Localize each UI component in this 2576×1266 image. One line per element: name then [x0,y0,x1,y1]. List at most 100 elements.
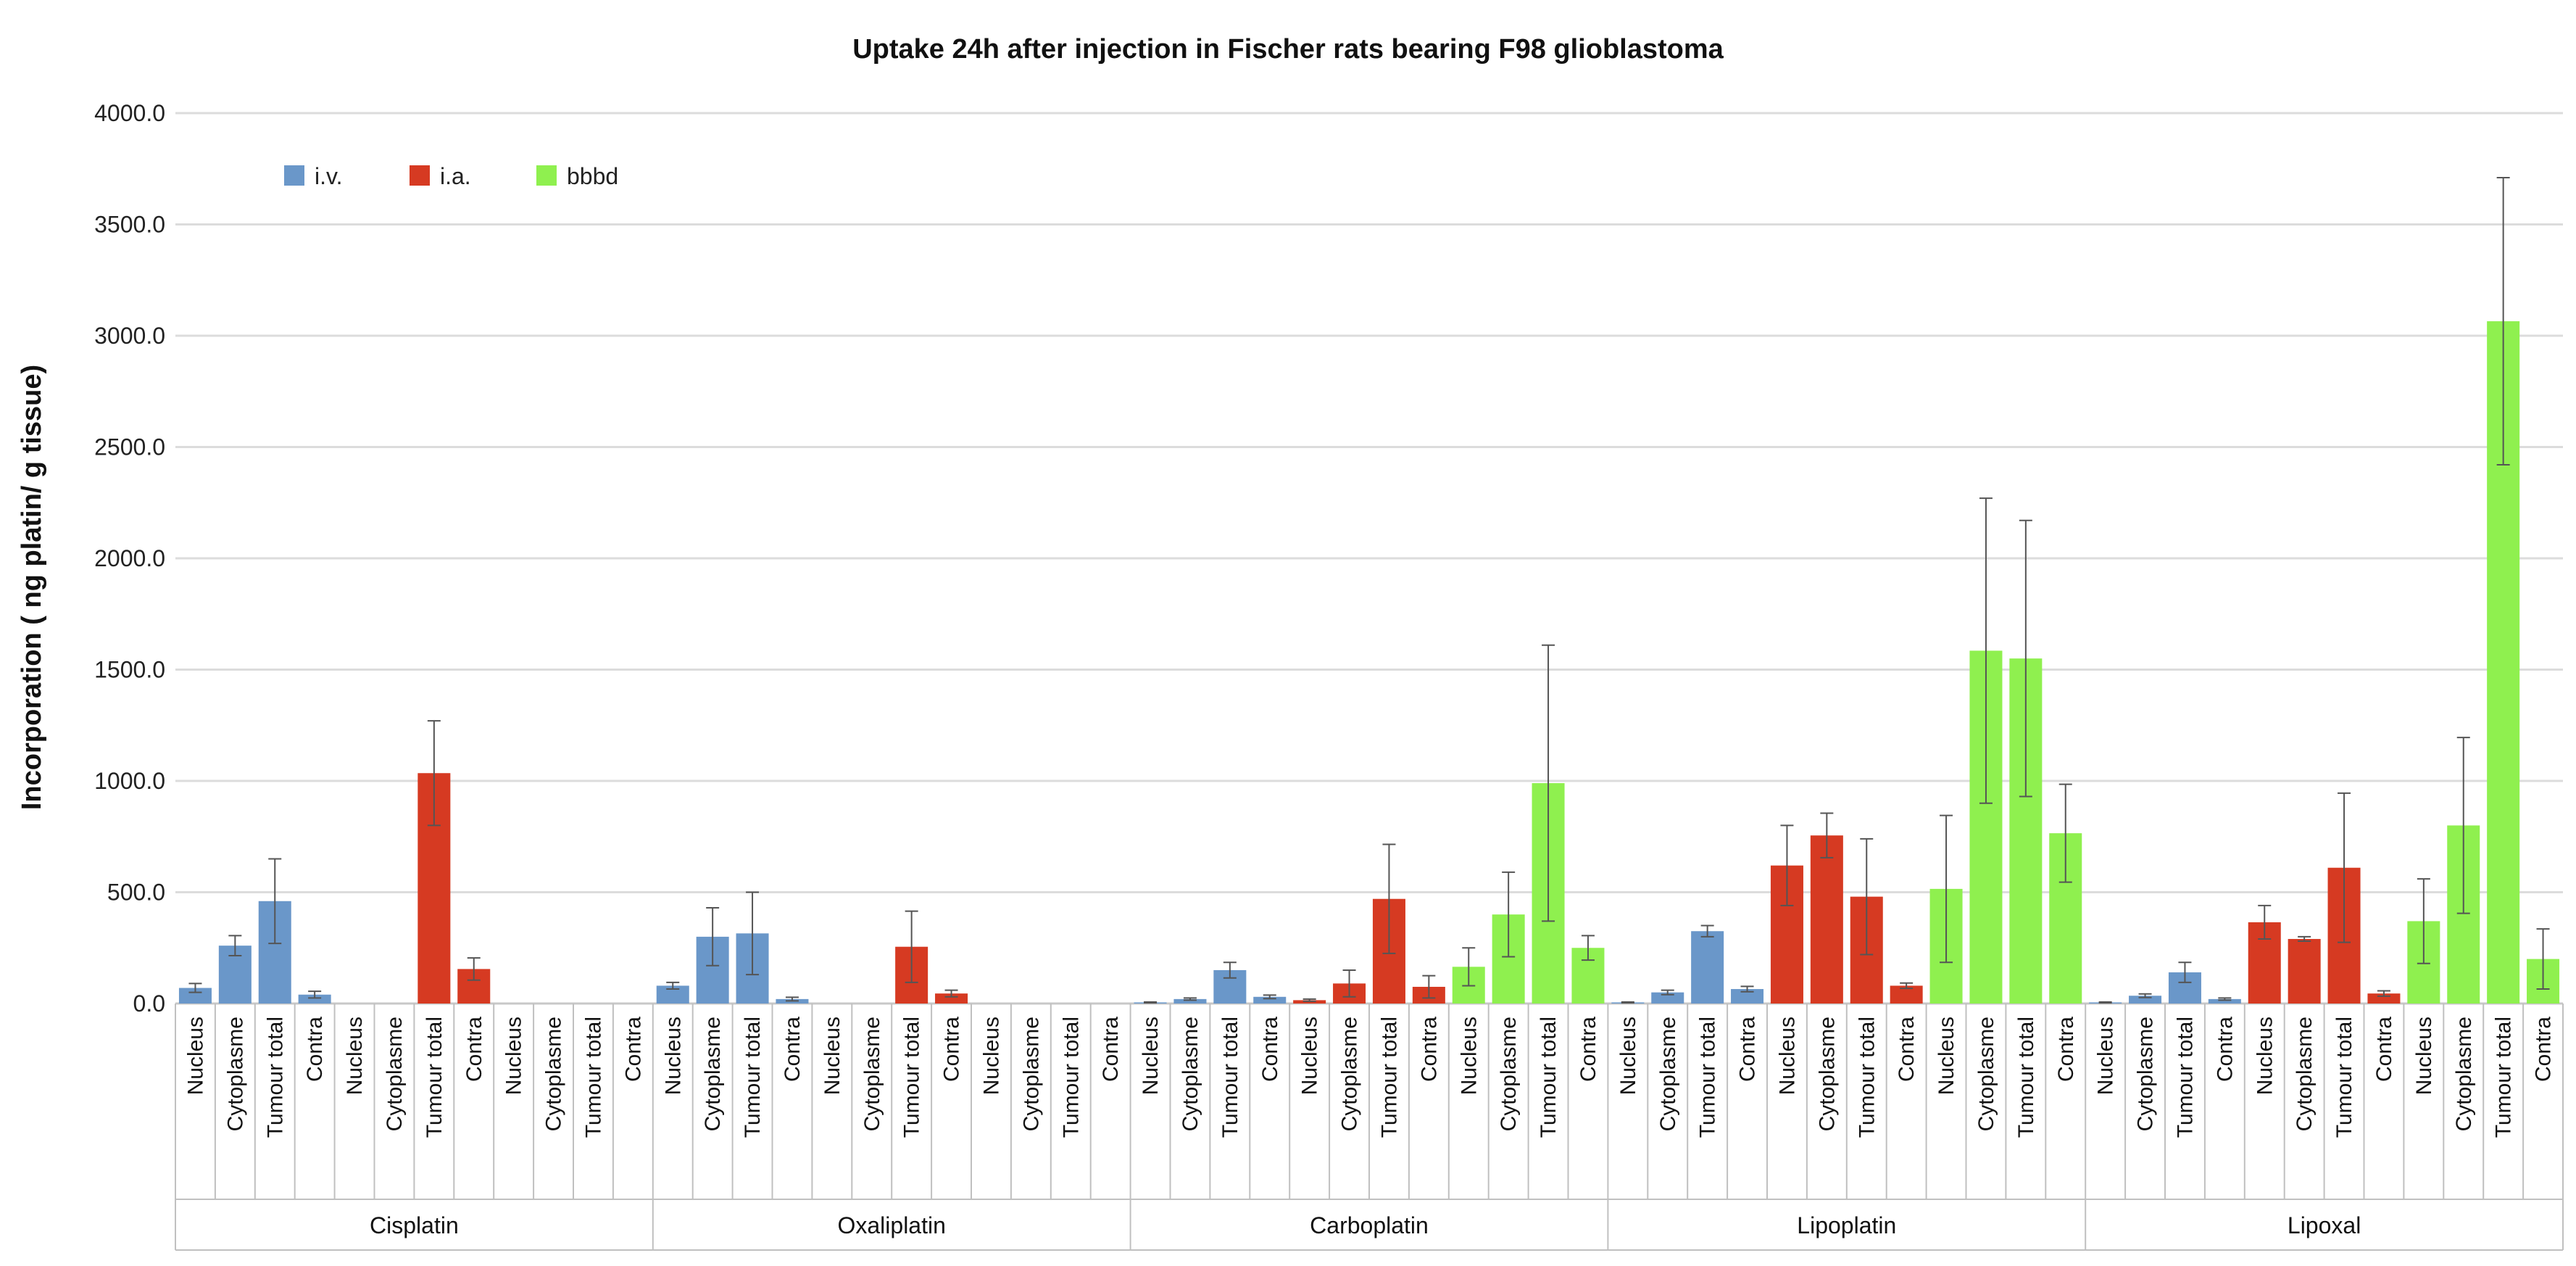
y-tick-label: 2500.0 [94,434,165,460]
x-tick-label: Cytoplasme [542,1017,566,1131]
group-label: Cisplatin [370,1212,459,1238]
bar [1651,992,1684,1004]
x-tick-label: Nucleus [2094,1017,2118,1095]
bar [935,993,968,1004]
y-tick-label: 4000.0 [94,100,165,126]
x-tick-label: Tumour total [1377,1017,1401,1138]
legend: i.v. i.a. bbbd [284,163,618,189]
chart-title: Uptake 24h after injection in Fischer ra… [852,34,1724,65]
x-tick-label: Nucleus [1139,1017,1163,1095]
bar [2129,996,2162,1004]
x-tick-label: Nucleus [2412,1017,2436,1095]
x-tick-label: Nucleus [1775,1017,1799,1095]
x-tick-label: Cytoplasme [701,1017,725,1131]
x-tick-label: Tumour total [1059,1017,1083,1138]
x-tick-label: Nucleus [979,1017,1003,1095]
x-tick-label: Tumour total [1855,1017,1879,1138]
x-tick-label: Contra [462,1017,486,1082]
x-tick-label: Tumour total [1696,1017,1720,1138]
x-tick-label: Nucleus [1935,1017,1958,1095]
y-tick-label: 1500.0 [94,657,165,683]
x-tick-label: Nucleus [502,1017,526,1095]
x-tick-label: Contra [621,1017,645,1082]
y-axis-title: Incorporation ( ng platin/ g tissue) [17,365,47,810]
group-label: Lipoplatin [1797,1212,1896,1238]
x-tick-label: Cytoplasme [1974,1017,1998,1131]
error-bars [188,177,2550,1004]
x-axis: Nucleus Cytoplasme Tumour total Contra Nucle… [175,1004,2564,1251]
legend-swatch [410,165,430,186]
x-tick-label: Nucleus [1298,1017,1322,1095]
y-tick-label: 2000.0 [94,545,165,571]
x-tick-label: Cytoplasme [2134,1017,2158,1131]
x-tick-label: Cytoplasme [1179,1017,1202,1131]
bar [2367,993,2401,1004]
x-tick-label: Contra [2213,1017,2237,1082]
bar [178,988,212,1004]
x-tick-label: Contra [940,1017,964,1082]
y-tick-label: 500.0 [107,880,165,906]
x-tick-label: Contra [1576,1017,1600,1082]
x-tick-label: Tumour total [1218,1017,1242,1138]
x-tick-label: Tumour total [2332,1017,2356,1138]
group-label: Carboplatin [1310,1212,1429,1238]
bar [1253,996,1287,1004]
x-tick-label: Tumour total [2492,1017,2516,1138]
legend-label: i.v. [315,163,343,189]
x-tick-label: Cytoplasme [1815,1017,1839,1131]
bar [1691,931,1724,1004]
y-tick-label: 1000.0 [94,768,165,794]
x-tick-label: Tumour total [741,1017,765,1138]
x-tick-label: Nucleus [1616,1017,1640,1095]
x-tick-label: Tumour total [900,1017,924,1138]
legend-label: bbbd [567,163,618,189]
legend-swatch [284,165,304,186]
x-tick-label: Cytoplasme [223,1017,247,1131]
x-tick-label: Cytoplasme [2293,1017,2317,1131]
bar [1173,998,1207,1004]
grid-lines [175,112,2563,1005]
group-label: Lipoxal [2288,1212,2361,1238]
x-tick-label: Tumour total [2014,1017,2038,1138]
y-tick-label: 0.0 [133,990,165,1017]
x-tick-label: Contra [303,1017,327,1082]
legend-label: i.a. [440,163,471,189]
x-tick-label: Nucleus [820,1017,844,1095]
x-tick-label: Tumour total [1537,1017,1561,1138]
x-tick-label: Cytoplasme [2452,1017,2476,1131]
x-tick-label: Nucleus [661,1017,685,1095]
x-tick-label: Contra [1895,1017,1919,1082]
x-tick-label: Contra [2372,1017,2396,1082]
x-tick-label: Contra [1417,1017,1441,1082]
legend-swatch [536,165,557,186]
x-tick-label: Cytoplasme [1338,1017,1362,1131]
bar [1810,835,1843,1004]
bar [2288,938,2321,1004]
y-axis: 0.0 500.0 1000.0 1500.0 2000.0 2500.0 3000.0 35… [94,100,165,1017]
x-tick-label: Tumour total [581,1017,605,1138]
x-tick-label: Contra [1099,1017,1123,1082]
x-tick-label: Nucleus [343,1017,367,1095]
x-tick-label: Cytoplasme [383,1017,407,1131]
x-tick-label: Cytoplasme [1019,1017,1043,1131]
x-tick-label: Tumour total [423,1017,446,1138]
bar [1731,989,1764,1004]
x-tick-label: Cytoplasme [860,1017,884,1131]
x-tick-label: Nucleus [2253,1017,2277,1095]
x-tick-label: Cytoplasme [1656,1017,1680,1131]
x-tick-label: Nucleus [183,1017,207,1095]
x-tick-label: Nucleus [1457,1017,1481,1095]
y-tick-label: 3000.0 [94,323,165,349]
x-tick-label: Contra [1736,1017,1760,1082]
x-tick-label: Contra [781,1017,805,1082]
x-tick-label: Tumour total [2173,1017,2197,1138]
group-label: Oxaliplatin [837,1212,945,1238]
x-tick-label: Cytoplasme [1497,1017,1521,1131]
bar [2208,998,2241,1004]
y-tick-label: 3500.0 [94,212,165,238]
bar [298,994,331,1004]
x-tick-label: Contra [2532,1017,2556,1082]
x-tick-label: Contra [1258,1017,1282,1082]
x-tick-label: Tumour total [263,1017,287,1138]
